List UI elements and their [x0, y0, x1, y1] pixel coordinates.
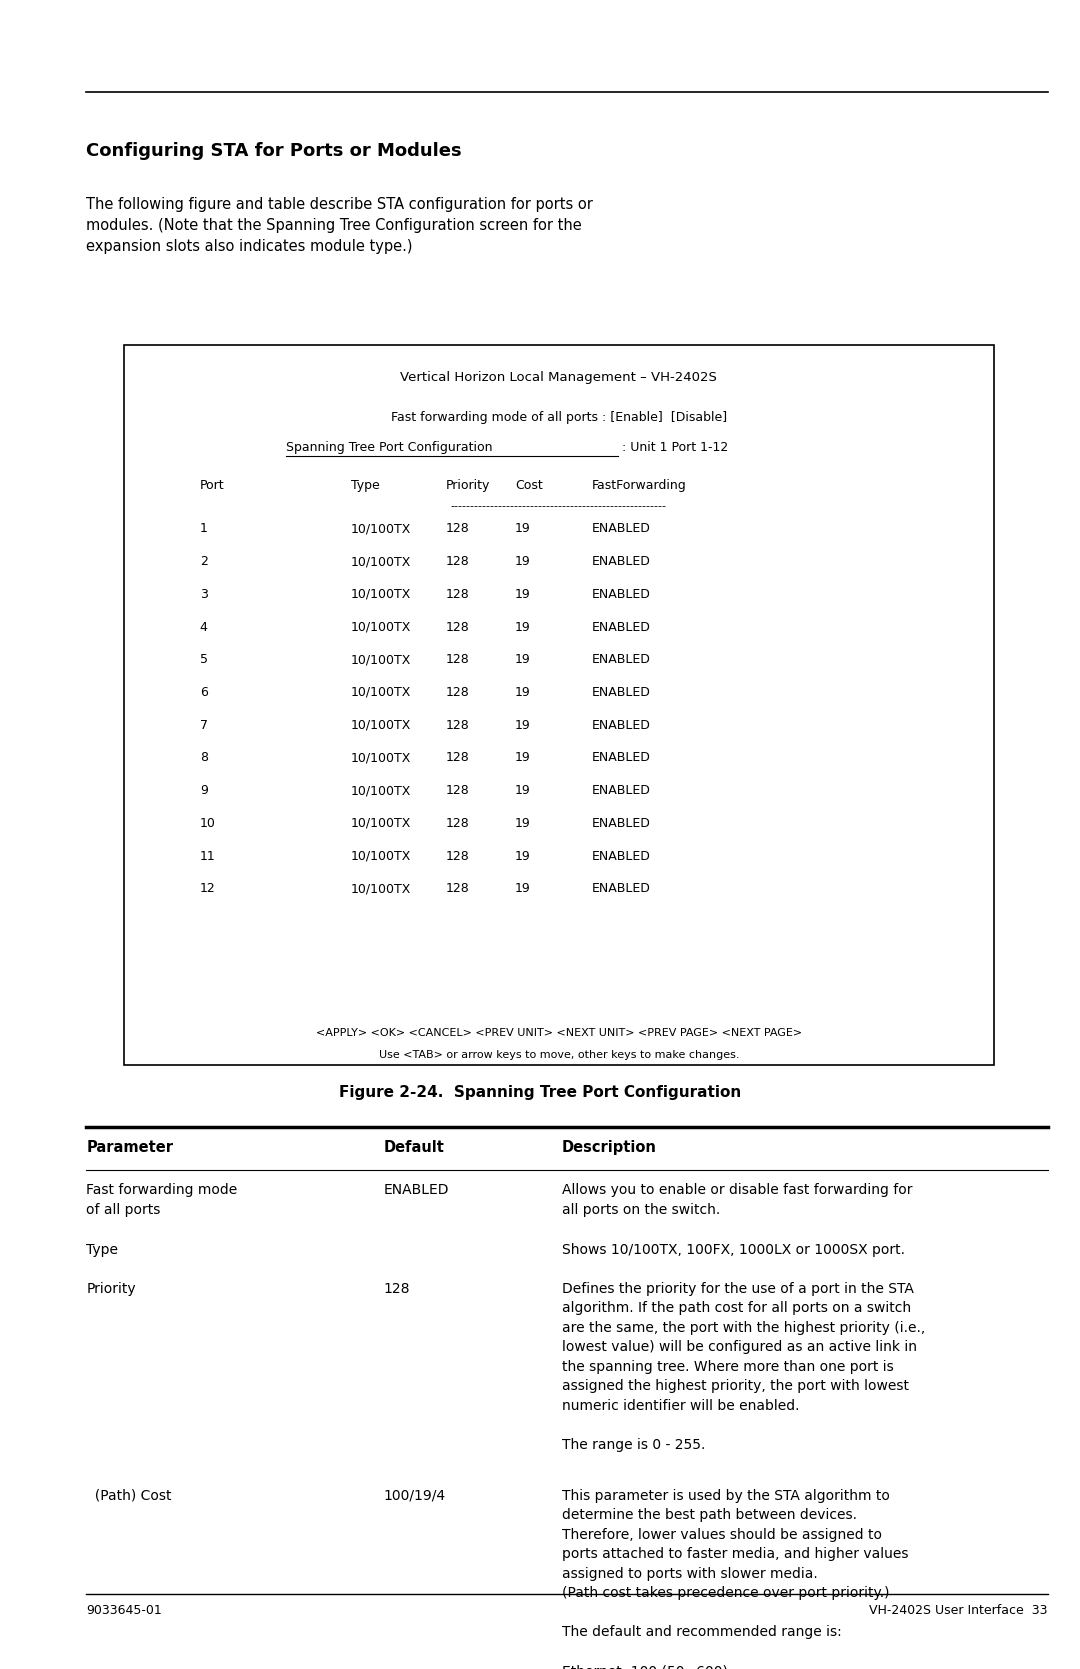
Text: ENABLED: ENABLED — [592, 653, 651, 666]
Text: Allows you to enable or disable fast forwarding for
all ports on the switch.: Allows you to enable or disable fast for… — [562, 1183, 913, 1217]
Text: ENABLED: ENABLED — [592, 587, 651, 601]
Text: ENABLED: ENABLED — [592, 686, 651, 699]
Text: <APPLY> <OK> <CANCEL> <PREV UNIT> <NEXT UNIT> <PREV PAGE> <NEXT PAGE>: <APPLY> <OK> <CANCEL> <PREV UNIT> <NEXT … — [315, 1028, 802, 1038]
Text: 128: 128 — [446, 621, 470, 634]
Text: 19: 19 — [515, 621, 531, 634]
Text: 128: 128 — [383, 1282, 410, 1295]
Text: 10/100TX: 10/100TX — [351, 621, 411, 634]
Text: 9: 9 — [200, 784, 207, 798]
Text: 19: 19 — [515, 686, 531, 699]
Text: 19: 19 — [515, 784, 531, 798]
Text: ENABLED: ENABLED — [592, 556, 651, 567]
Text: ENABLED: ENABLED — [592, 719, 651, 731]
Text: 19: 19 — [515, 883, 531, 895]
Text: 8: 8 — [200, 751, 207, 764]
Text: 10/100TX: 10/100TX — [351, 653, 411, 666]
Text: Priority: Priority — [86, 1282, 136, 1295]
Text: 10/100TX: 10/100TX — [351, 883, 411, 895]
Text: 128: 128 — [446, 816, 470, 829]
Text: 19: 19 — [515, 850, 531, 863]
Text: 6: 6 — [200, 686, 207, 699]
Text: 10/100TX: 10/100TX — [351, 816, 411, 829]
Text: 19: 19 — [515, 587, 531, 601]
Text: Fast forwarding mode of all ports : [Enable]  [Disable]: Fast forwarding mode of all ports : [Ena… — [391, 411, 727, 424]
Text: Defines the priority for the use of a port in the STA
algorithm. If the path cos: Defines the priority for the use of a po… — [562, 1282, 924, 1452]
Text: Type: Type — [86, 1243, 119, 1257]
Text: 100/19/4: 100/19/4 — [383, 1489, 446, 1502]
Text: 10/100TX: 10/100TX — [351, 522, 411, 536]
Text: 10/100TX: 10/100TX — [351, 686, 411, 699]
Text: ENABLED: ENABLED — [592, 850, 651, 863]
Text: Default: Default — [383, 1140, 444, 1155]
Text: Shows 10/100TX, 100FX, 1000LX or 1000SX port.: Shows 10/100TX, 100FX, 1000LX or 1000SX … — [562, 1243, 905, 1257]
Text: ENABLED: ENABLED — [592, 751, 651, 764]
Text: 7: 7 — [200, 719, 207, 731]
Text: (Path) Cost: (Path) Cost — [86, 1489, 172, 1502]
Text: Use <TAB> or arrow keys to move, other keys to make changes.: Use <TAB> or arrow keys to move, other k… — [379, 1050, 739, 1060]
Text: 128: 128 — [446, 686, 470, 699]
Text: : Unit 1 Port 1-12: : Unit 1 Port 1-12 — [618, 441, 728, 454]
Text: ENABLED: ENABLED — [592, 883, 651, 895]
Text: This parameter is used by the STA algorithm to
determine the best path between d: This parameter is used by the STA algori… — [562, 1489, 908, 1669]
Text: 128: 128 — [446, 784, 470, 798]
Text: 10: 10 — [200, 816, 216, 829]
Text: 4: 4 — [200, 621, 207, 634]
Text: Cost: Cost — [515, 479, 543, 492]
Text: FastForwarding: FastForwarding — [592, 479, 687, 492]
Text: 19: 19 — [515, 522, 531, 536]
Text: 19: 19 — [515, 719, 531, 731]
Text: Configuring STA for Ports or Modules: Configuring STA for Ports or Modules — [86, 142, 462, 160]
Text: 10/100TX: 10/100TX — [351, 751, 411, 764]
Text: 10/100TX: 10/100TX — [351, 719, 411, 731]
Text: Spanning Tree Port Configuration: Spanning Tree Port Configuration — [286, 441, 492, 454]
Text: Parameter: Parameter — [86, 1140, 174, 1155]
Text: 19: 19 — [515, 816, 531, 829]
Text: 128: 128 — [446, 883, 470, 895]
Text: 128: 128 — [446, 653, 470, 666]
Text: Figure 2-24.  Spanning Tree Port Configuration: Figure 2-24. Spanning Tree Port Configur… — [339, 1085, 741, 1100]
Text: 128: 128 — [446, 751, 470, 764]
Text: 128: 128 — [446, 522, 470, 536]
Text: Description: Description — [562, 1140, 657, 1155]
Text: 19: 19 — [515, 556, 531, 567]
Text: 19: 19 — [515, 751, 531, 764]
Text: 9033645-01: 9033645-01 — [86, 1604, 162, 1617]
Text: 3: 3 — [200, 587, 207, 601]
Text: 12: 12 — [200, 883, 216, 895]
Text: Fast forwarding mode
of all ports: Fast forwarding mode of all ports — [86, 1183, 238, 1217]
Text: 1: 1 — [200, 522, 207, 536]
Text: ------------------------------------------------------: ----------------------------------------… — [451, 501, 667, 511]
Text: 128: 128 — [446, 850, 470, 863]
Text: The following figure and table describe STA configuration for ports or
modules. : The following figure and table describe … — [86, 197, 593, 254]
Text: ENABLED: ENABLED — [383, 1183, 449, 1197]
Text: VH-2402S User Interface  33: VH-2402S User Interface 33 — [869, 1604, 1048, 1617]
Text: 10/100TX: 10/100TX — [351, 556, 411, 567]
Text: 2: 2 — [200, 556, 207, 567]
Text: 19: 19 — [515, 653, 531, 666]
Text: ENABLED: ENABLED — [592, 522, 651, 536]
Text: 128: 128 — [446, 556, 470, 567]
Text: Type: Type — [351, 479, 380, 492]
FancyBboxPatch shape — [124, 345, 994, 1065]
Text: ENABLED: ENABLED — [592, 784, 651, 798]
Text: Priority: Priority — [446, 479, 490, 492]
Text: ENABLED: ENABLED — [592, 816, 651, 829]
Text: 128: 128 — [446, 587, 470, 601]
Text: 128: 128 — [446, 719, 470, 731]
Text: ENABLED: ENABLED — [592, 621, 651, 634]
Text: 10/100TX: 10/100TX — [351, 587, 411, 601]
Text: Vertical Horizon Local Management – VH-2402S: Vertical Horizon Local Management – VH-2… — [401, 371, 717, 384]
Text: 11: 11 — [200, 850, 216, 863]
Text: 10/100TX: 10/100TX — [351, 850, 411, 863]
Text: Port: Port — [200, 479, 225, 492]
Text: 10/100TX: 10/100TX — [351, 784, 411, 798]
Text: 5: 5 — [200, 653, 207, 666]
